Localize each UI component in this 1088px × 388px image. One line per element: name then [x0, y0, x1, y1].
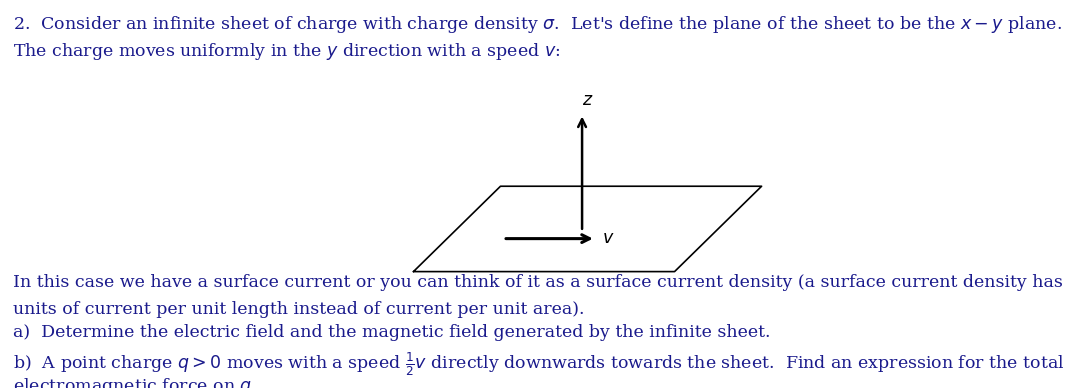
- Text: $z$: $z$: [582, 92, 593, 109]
- Text: electromagnetic force on $q$.: electromagnetic force on $q$.: [13, 376, 257, 388]
- Text: units of current per unit length instead of current per unit area).: units of current per unit length instead…: [13, 301, 584, 318]
- Text: $v$: $v$: [602, 230, 614, 247]
- Text: The charge moves uniformly in the $y$ direction with a speed $v$:: The charge moves uniformly in the $y$ di…: [13, 41, 560, 62]
- Text: In this case we have a surface current or you can think of it as a surface curre: In this case we have a surface current o…: [13, 274, 1063, 291]
- Text: 2.  Consider an infinite sheet of charge with charge density $\sigma$.  Let's de: 2. Consider an infinite sheet of charge …: [13, 14, 1062, 35]
- Text: b)  A point charge $q > 0$ moves with a speed $\frac{1}{2}v$ directly downwards : b) A point charge $q > 0$ moves with a s…: [13, 350, 1064, 378]
- Text: a)  Determine the electric field and the magnetic field generated by the infinit: a) Determine the electric field and the …: [13, 324, 770, 341]
